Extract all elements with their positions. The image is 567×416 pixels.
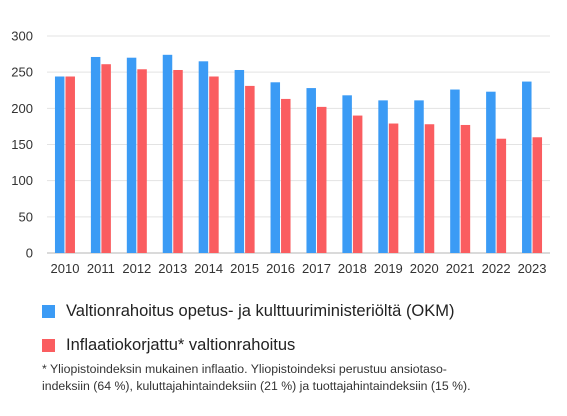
bar-okm xyxy=(54,76,65,253)
bar-inflation xyxy=(65,76,75,253)
bar-inflation xyxy=(532,137,543,253)
bar-okm xyxy=(486,91,496,254)
bar-chart: 0 50 100 150 200 250 300 2010 2011 2012 2013 2014 20… xyxy=(11,29,550,276)
bar-okm xyxy=(342,95,352,254)
legend: Valtionrahoitus opetus- ja kulttuurimini… xyxy=(42,294,455,362)
x-tick-label: 2012 xyxy=(122,261,151,276)
bar-inflation xyxy=(137,69,147,253)
bar-okm xyxy=(270,82,281,253)
footnote-line-1: * Yliopistoindeksin mukainen inflaatio. … xyxy=(42,362,447,376)
x-tick-label: 2022 xyxy=(482,261,511,276)
bar-okm xyxy=(126,57,137,254)
footnote: * Yliopistoindeksin mukainen inflaatio. … xyxy=(42,361,552,395)
bar-okm xyxy=(306,88,316,253)
legend-item-inflation: Inflaatiokorjattu* valtionrahoitus xyxy=(42,328,455,362)
y-tick-label: 100 xyxy=(11,173,33,188)
x-tick-label: 2018 xyxy=(338,261,367,276)
bar-inflation xyxy=(496,138,507,253)
bar-okm xyxy=(198,61,209,253)
y-tick-label: 50 xyxy=(19,209,33,224)
legend-label-okm: Valtionrahoitus opetus- ja kulttuurimini… xyxy=(66,301,455,320)
bar-inflation xyxy=(173,69,183,253)
bar-inflation xyxy=(352,115,363,253)
bar-inflation xyxy=(388,123,399,253)
y-tick-label: 300 xyxy=(11,29,33,44)
x-tick-label: 2015 xyxy=(230,261,259,276)
legend-label-inflation: Inflaatiokorjattu* valtionrahoitus xyxy=(66,335,296,354)
bar-inflation xyxy=(281,98,291,254)
bar-inflation xyxy=(424,124,435,253)
x-tick-label: 2021 xyxy=(446,261,475,276)
x-tick-label: 2011 xyxy=(87,261,115,276)
bar-okm xyxy=(90,56,101,253)
legend-item-okm: Valtionrahoitus opetus- ja kulttuurimini… xyxy=(42,294,455,328)
y-tick-label: 250 xyxy=(11,65,33,80)
bar-okm xyxy=(234,69,245,253)
y-tick-label: 150 xyxy=(11,137,33,152)
bar-inflation xyxy=(245,85,255,253)
x-tick-label: 2017 xyxy=(302,261,331,276)
footnote-line-2: indeksiin (64 %), kuluttajahintaindeksii… xyxy=(42,379,471,393)
x-tick-label: 2023 xyxy=(518,261,547,276)
bar-okm xyxy=(414,100,424,253)
y-tick-label: 0 xyxy=(26,246,33,261)
legend-swatch-inflation xyxy=(42,338,55,352)
bar-inflation xyxy=(316,106,327,254)
bar-okm xyxy=(162,54,173,253)
x-tick-label: 2010 xyxy=(51,261,80,276)
bar-inflation xyxy=(101,64,111,254)
bar-inflation xyxy=(460,124,471,253)
bar-okm xyxy=(378,100,388,253)
y-tick-label: 200 xyxy=(11,101,33,116)
x-tick-label: 2019 xyxy=(374,261,403,276)
x-tick-label: 2013 xyxy=(158,261,187,276)
bar-okm xyxy=(522,81,532,253)
x-tick-label: 2020 xyxy=(410,261,439,276)
x-tick-label: 2016 xyxy=(266,261,295,276)
x-tick-label: 2014 xyxy=(194,261,223,276)
legend-swatch-okm xyxy=(42,304,55,318)
bar-okm xyxy=(450,89,460,253)
bar-inflation xyxy=(209,76,219,253)
